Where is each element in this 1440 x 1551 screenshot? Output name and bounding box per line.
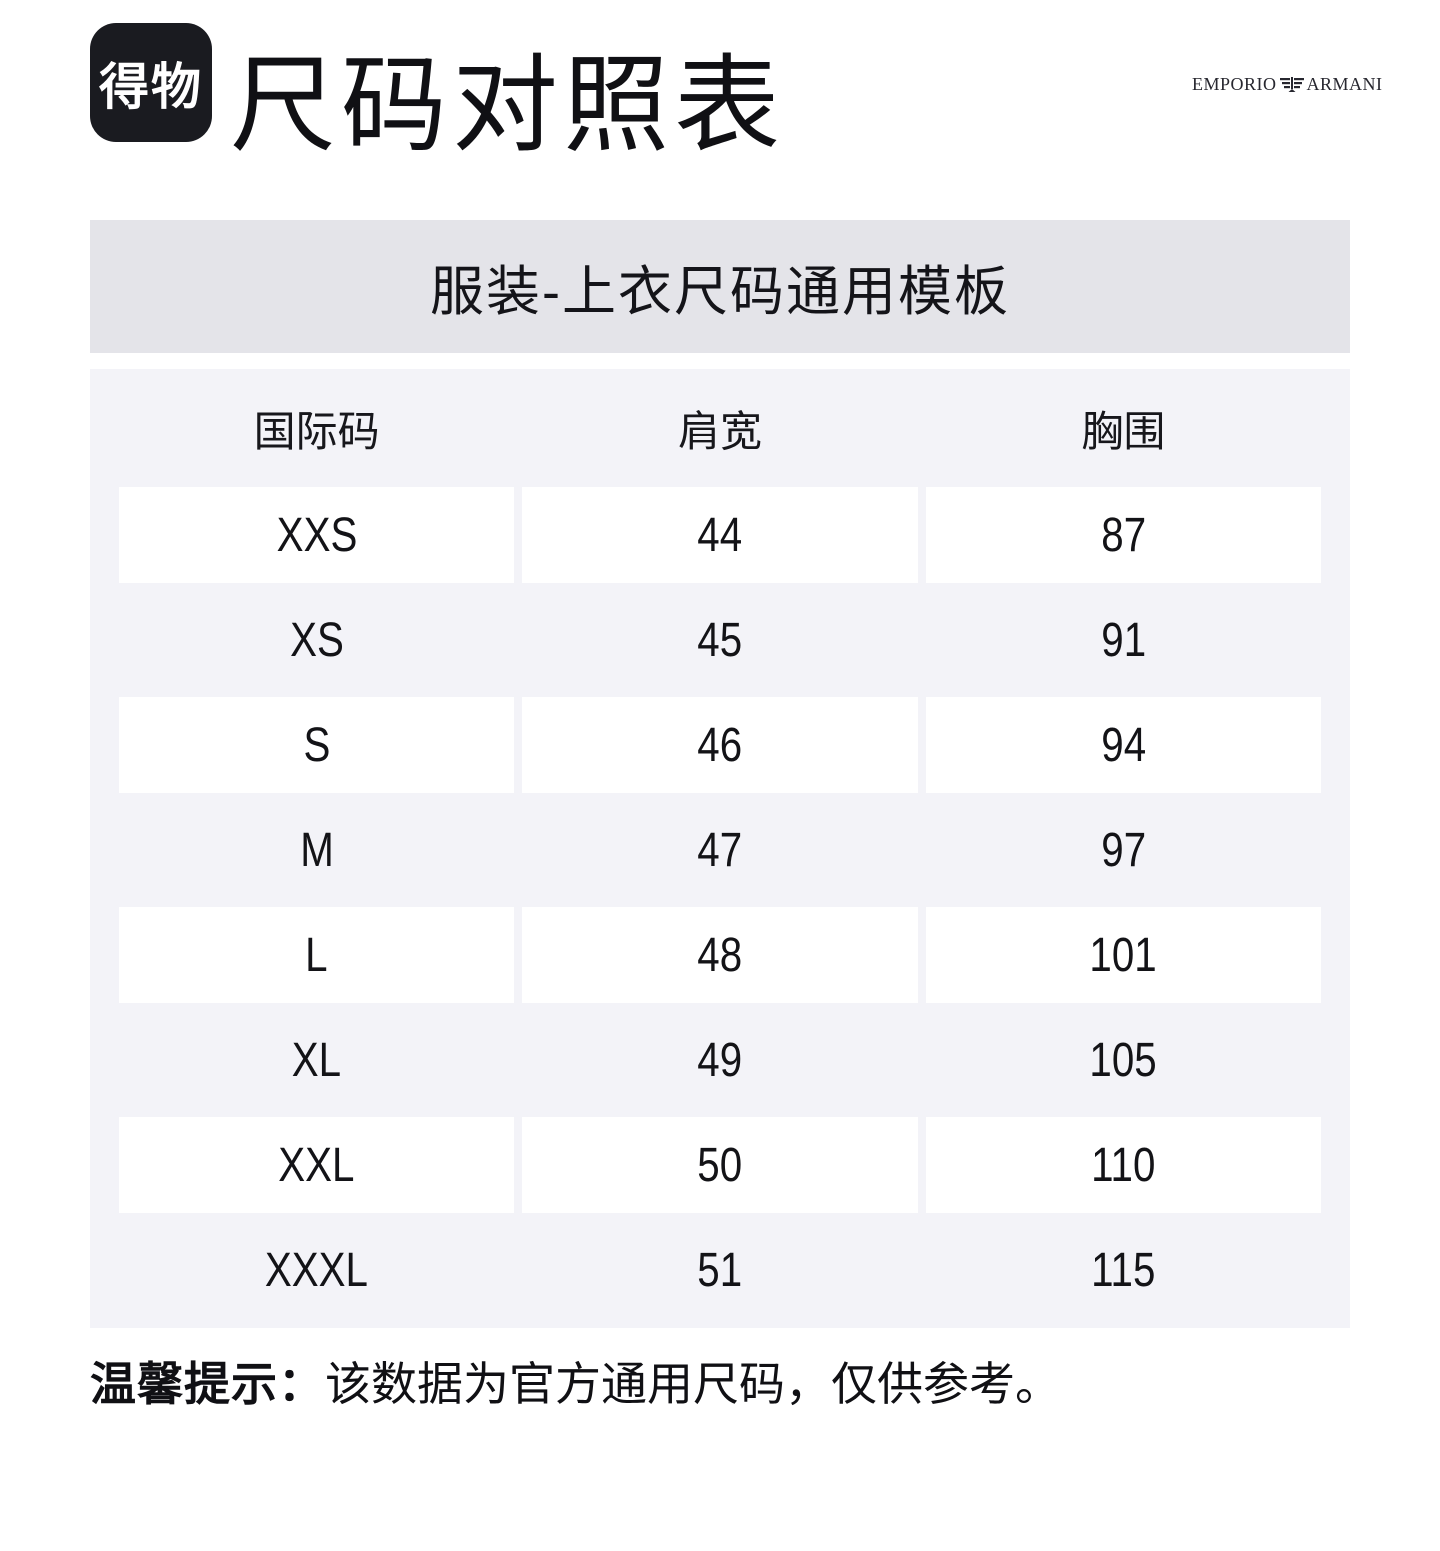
col-header-chest: 胸围 [1081,407,1166,455]
brand-emporio-text: EMPORIO [1192,74,1277,94]
cell-shoulder: 49 [697,1033,743,1087]
table-body: XXS 44 87 XS 45 91 S 46 94 M 47 97 L [119,487,1321,1318]
cell-size: M [299,823,334,877]
cell-shoulder: 50 [522,1117,918,1213]
cell-size: XL [291,1033,342,1087]
table-row: XS 45 91 [119,592,1321,688]
cell-size: L [119,907,515,1003]
table-header-row: 国际码 肩宽 胸围 [119,369,1321,487]
template-banner: 服装-上衣尺码通用模板 [90,220,1350,353]
footnote: 温馨提示：该数据为官方通用尺码，仅供参考。 [90,1348,1061,1414]
cell-size: XS [289,613,344,667]
page-title: 尺码对照表 [230,47,785,165]
cell-chest: 94 [925,697,1321,793]
table-row: M 47 97 [119,802,1321,898]
size-table: 国际码 肩宽 胸围 XXS 44 87 XS 45 91 S 46 94 M [90,369,1350,1328]
table-row: S 46 94 [119,697,1321,793]
cell-shoulder: 47 [697,823,743,877]
cell-size: XXS [119,487,515,583]
cell-chest: 115 [1091,1243,1156,1297]
banner-title: 服装-上衣尺码通用模板 [430,262,1010,322]
cell-chest: 101 [925,907,1321,1003]
dewu-logo-text: 得物 [99,58,203,115]
armani-eagle-icon [1279,77,1304,92]
col-header-shoulder-width: 肩宽 [677,407,762,455]
cell-chest: 97 [1100,823,1146,877]
cell-size: XXXL [265,1243,369,1297]
cell-shoulder: 51 [697,1243,743,1297]
table-row: XXXL 51 115 [119,1222,1321,1318]
cell-shoulder: 46 [522,697,918,793]
footnote-text: 该数据为官方通用尺码，仅供参考。 [325,1358,1061,1410]
cell-size: S [119,697,515,793]
cell-chest: 87 [925,487,1321,583]
cell-size: XXL [119,1117,515,1213]
table-row: XXS 44 87 [119,487,1321,583]
cell-shoulder: 44 [522,487,918,583]
brand-logo: EMPORIO ARMANI [1192,74,1383,95]
cell-shoulder: 45 [697,613,743,667]
col-header-international-size: 国际码 [253,407,380,455]
cell-chest: 110 [925,1117,1321,1213]
brand-armani-text: ARMANI [1306,74,1383,94]
footnote-label: 温馨提示： [90,1358,325,1410]
table-row: XL 49 105 [119,1012,1321,1108]
cell-chest: 91 [1100,613,1146,667]
table-row: L 48 101 [119,907,1321,1003]
dewu-logo: 得物 [90,23,212,142]
table-row: XXL 50 110 [119,1117,1321,1213]
cell-shoulder: 48 [522,907,918,1003]
cell-chest: 105 [1089,1033,1157,1087]
